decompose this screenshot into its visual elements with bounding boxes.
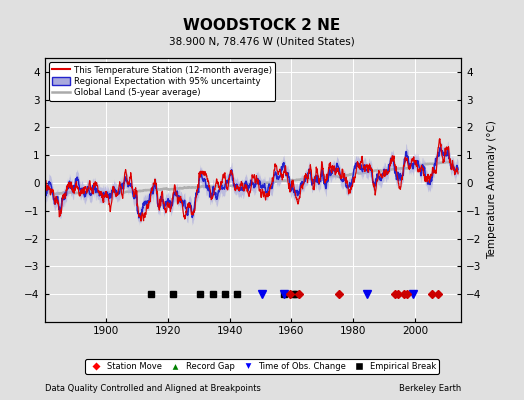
Text: Berkeley Earth: Berkeley Earth bbox=[399, 384, 461, 393]
Y-axis label: Temperature Anomaly (°C): Temperature Anomaly (°C) bbox=[487, 120, 497, 260]
Legend: Station Move, Record Gap, Time of Obs. Change, Empirical Break: Station Move, Record Gap, Time of Obs. C… bbox=[85, 359, 439, 374]
Text: 38.900 N, 78.476 W (United States): 38.900 N, 78.476 W (United States) bbox=[169, 37, 355, 47]
Legend: This Temperature Station (12-month average), Regional Expectation with 95% uncer: This Temperature Station (12-month avera… bbox=[49, 62, 275, 100]
Text: WOODSTOCK 2 NE: WOODSTOCK 2 NE bbox=[183, 18, 341, 34]
Text: Data Quality Controlled and Aligned at Breakpoints: Data Quality Controlled and Aligned at B… bbox=[45, 384, 260, 393]
